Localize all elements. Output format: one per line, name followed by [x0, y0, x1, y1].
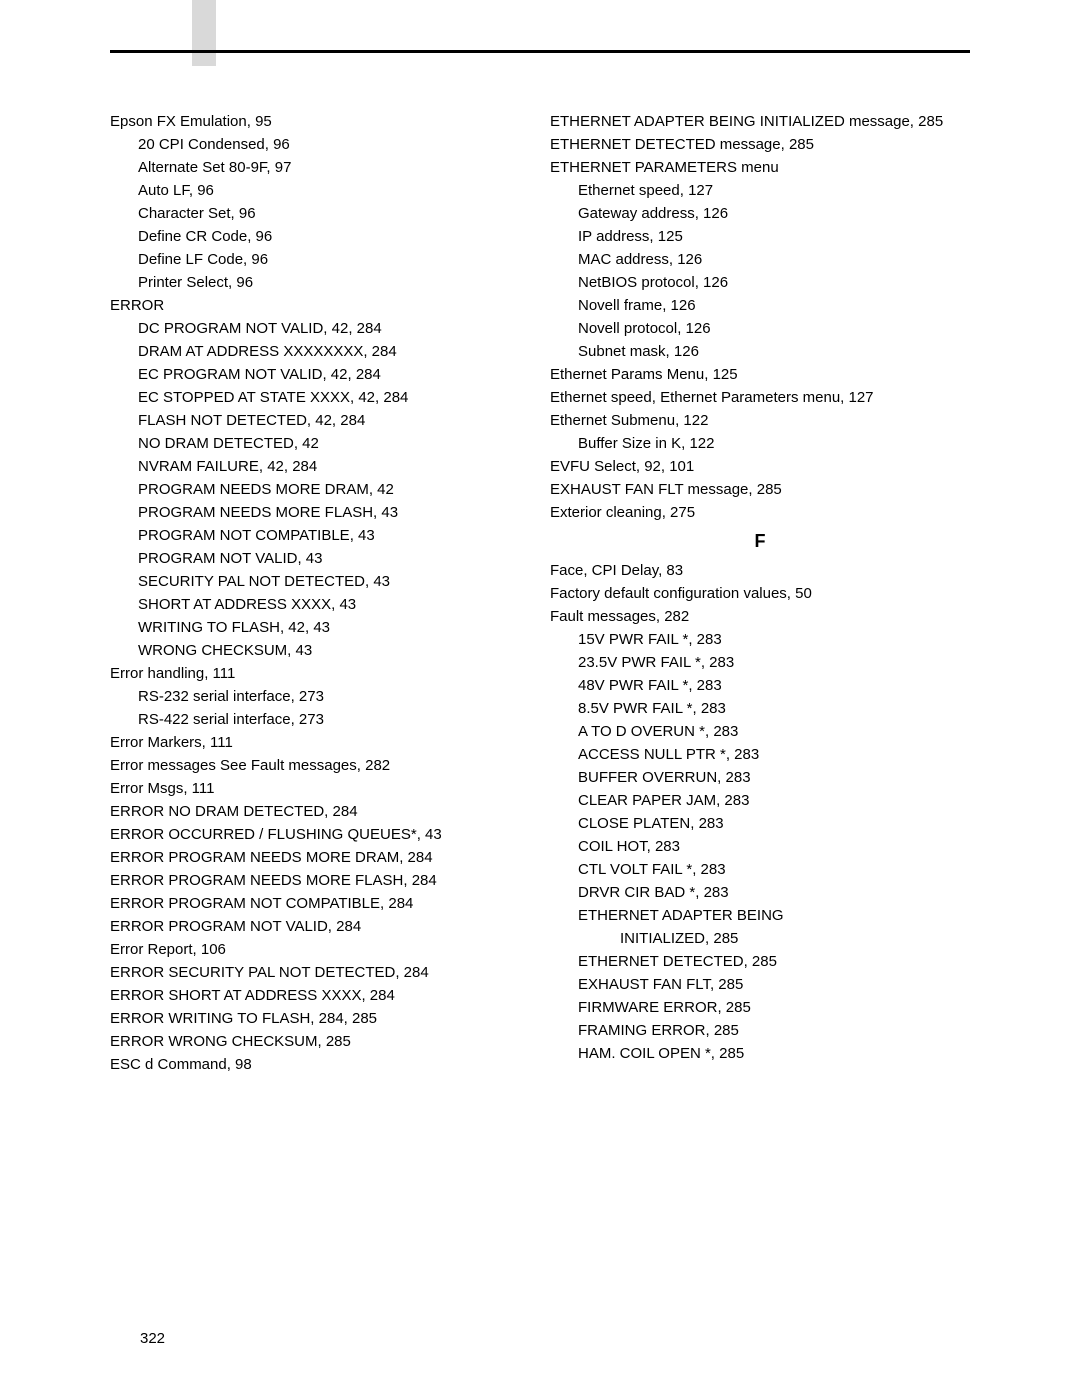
index-entry: 23.5V PWR FAIL *, 283 [550, 651, 970, 674]
page-number: 322 [140, 1330, 165, 1347]
index-entry: ETHERNET ADAPTER BEING INITIALIZED messa… [550, 110, 970, 133]
index-entry: EVFU Select, 92, 101 [550, 455, 970, 478]
index-entry: RS-422 serial interface, 273 [110, 708, 530, 731]
index-entry: Error Report, 106 [110, 938, 530, 961]
index-entry: EC STOPPED AT STATE XXXX, 42, 284 [110, 386, 530, 409]
index-entry: ERROR WRITING TO FLASH, 284, 285 [110, 1007, 530, 1030]
index-entry: SHORT AT ADDRESS XXXX, 43 [110, 593, 530, 616]
index-entry: Auto LF, 96 [110, 179, 530, 202]
index-column-right: ETHERNET ADAPTER BEING INITIALIZED messa… [550, 110, 970, 1076]
index-entry: ERROR SECURITY PAL NOT DETECTED, 284 [110, 961, 530, 984]
header-rule [110, 50, 970, 53]
index-entry: EXHAUST FAN FLT, 285 [550, 973, 970, 996]
index-entry: Alternate Set 80-9F, 97 [110, 156, 530, 179]
index-entry: ACCESS NULL PTR *, 283 [550, 743, 970, 766]
index-entry: RS-232 serial interface, 273 [110, 685, 530, 708]
index-entry: Subnet mask, 126 [550, 340, 970, 363]
index-entry: CLEAR PAPER JAM, 283 [550, 789, 970, 812]
index-entry: Define CR Code, 96 [110, 225, 530, 248]
index-entry: Gateway address, 126 [550, 202, 970, 225]
index-entry: MAC address, 126 [550, 248, 970, 271]
index-entry: SECURITY PAL NOT DETECTED, 43 [110, 570, 530, 593]
index-entry: ERROR OCCURRED / FLUSHING QUEUES*, 43 [110, 823, 530, 846]
index-entry: Ethernet speed, Ethernet Parameters menu… [550, 386, 970, 409]
index-entry: COIL HOT, 283 [550, 835, 970, 858]
index-entry: ESC d Command, 98 [110, 1053, 530, 1076]
index-entry: FRAMING ERROR, 285 [550, 1019, 970, 1042]
index-entry: PROGRAM NEEDS MORE DRAM, 42 [110, 478, 530, 501]
index-entry: EXHAUST FAN FLT message, 285 [550, 478, 970, 501]
index-entry: BUFFER OVERRUN, 283 [550, 766, 970, 789]
index-entry: Ethernet speed, 127 [550, 179, 970, 202]
index-entry: PROGRAM NOT COMPATIBLE, 43 [110, 524, 530, 547]
index-entry: PROGRAM NEEDS MORE FLASH, 43 [110, 501, 530, 524]
index-entry: HAM. COIL OPEN *, 285 [550, 1042, 970, 1065]
index-entry: ERROR [110, 294, 530, 317]
index-entry: Ethernet Params Menu, 125 [550, 363, 970, 386]
index-entry: Error messages See Fault messages, 282 [110, 754, 530, 777]
index-entry: Ethernet Submenu, 122 [550, 409, 970, 432]
index-entry: INITIALIZED, 285 [550, 927, 970, 950]
index-entry: CLOSE PLATEN, 283 [550, 812, 970, 835]
index-entry: Define LF Code, 96 [110, 248, 530, 271]
index-entry: ETHERNET ADAPTER BEING [550, 904, 970, 927]
index-entry: ETHERNET DETECTED, 285 [550, 950, 970, 973]
index-entry: Fault messages, 282 [550, 605, 970, 628]
index-entry: NVRAM FAILURE, 42, 284 [110, 455, 530, 478]
index-entry: WRITING TO FLASH, 42, 43 [110, 616, 530, 639]
index-entry: WRONG CHECKSUM, 43 [110, 639, 530, 662]
index-entry: Character Set, 96 [110, 202, 530, 225]
index-entry: A TO D OVERUN *, 283 [550, 720, 970, 743]
index-entry: IP address, 125 [550, 225, 970, 248]
index-entry: Error Markers, 111 [110, 731, 530, 754]
index-entry: ERROR PROGRAM NOT COMPATIBLE, 284 [110, 892, 530, 915]
index-letter-heading: F [550, 524, 970, 559]
index-entry: 48V PWR FAIL *, 283 [550, 674, 970, 697]
index-entry: FIRMWARE ERROR, 285 [550, 996, 970, 1019]
index-page: Epson FX Emulation, 9520 CPI Condensed, … [0, 0, 1080, 1397]
index-columns: Epson FX Emulation, 9520 CPI Condensed, … [110, 110, 970, 1076]
index-column-left: Epson FX Emulation, 9520 CPI Condensed, … [110, 110, 530, 1076]
index-entry: Novell frame, 126 [550, 294, 970, 317]
index-entry: 15V PWR FAIL *, 283 [550, 628, 970, 651]
index-entry: ERROR PROGRAM NEEDS MORE FLASH, 284 [110, 869, 530, 892]
index-entry: ERROR WRONG CHECKSUM, 285 [110, 1030, 530, 1053]
index-entry: 8.5V PWR FAIL *, 283 [550, 697, 970, 720]
index-entry: NetBIOS protocol, 126 [550, 271, 970, 294]
index-entry: ERROR SHORT AT ADDRESS XXXX, 284 [110, 984, 530, 1007]
index-entry: Factory default configuration values, 50 [550, 582, 970, 605]
tab-mark [192, 0, 216, 66]
index-entry: ERROR PROGRAM NOT VALID, 284 [110, 915, 530, 938]
index-entry: ERROR PROGRAM NEEDS MORE DRAM, 284 [110, 846, 530, 869]
index-entry: 20 CPI Condensed, 96 [110, 133, 530, 156]
index-entry: DC PROGRAM NOT VALID, 42, 284 [110, 317, 530, 340]
index-entry: Printer Select, 96 [110, 271, 530, 294]
index-entry: Novell protocol, 126 [550, 317, 970, 340]
index-entry: FLASH NOT DETECTED, 42, 284 [110, 409, 530, 432]
index-entry: Face, CPI Delay, 83 [550, 559, 970, 582]
index-entry: Epson FX Emulation, 95 [110, 110, 530, 133]
index-entry: Buffer Size in K, 122 [550, 432, 970, 455]
index-entry: NO DRAM DETECTED, 42 [110, 432, 530, 455]
index-entry: DRAM AT ADDRESS XXXXXXXX, 284 [110, 340, 530, 363]
index-entry: Error handling, 111 [110, 662, 530, 685]
index-entry: ETHERNET PARAMETERS menu [550, 156, 970, 179]
index-entry: DRVR CIR BAD *, 283 [550, 881, 970, 904]
index-entry: Exterior cleaning, 275 [550, 501, 970, 524]
index-entry: ETHERNET DETECTED message, 285 [550, 133, 970, 156]
index-entry: CTL VOLT FAIL *, 283 [550, 858, 970, 881]
index-entry: EC PROGRAM NOT VALID, 42, 284 [110, 363, 530, 386]
index-entry: Error Msgs, 111 [110, 777, 530, 800]
index-entry: ERROR NO DRAM DETECTED, 284 [110, 800, 530, 823]
index-entry: PROGRAM NOT VALID, 43 [110, 547, 530, 570]
